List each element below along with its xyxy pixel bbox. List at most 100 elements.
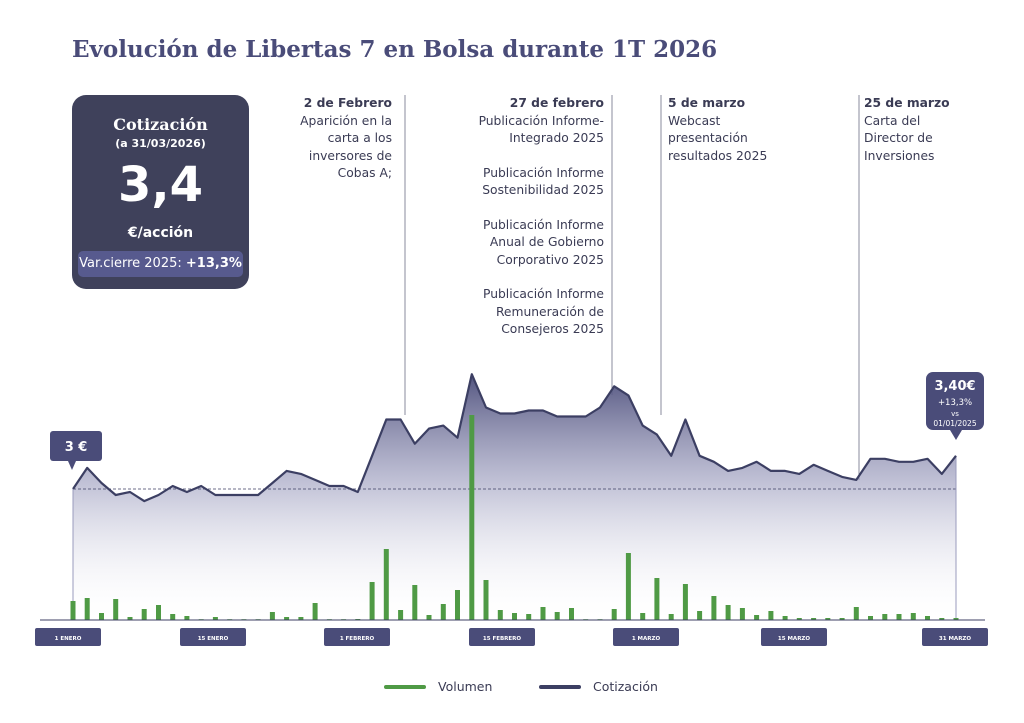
event-line: Corporativo 2025 bbox=[496, 252, 604, 267]
volume-bar bbox=[611, 609, 617, 620]
x-tick-label: 1 MARZO bbox=[632, 636, 661, 642]
volume-bar bbox=[796, 618, 802, 620]
volume-bar bbox=[170, 614, 176, 620]
event-date: 27 de febrero bbox=[509, 96, 604, 110]
volume-bar bbox=[141, 609, 147, 620]
start-price-label: 3 € bbox=[65, 440, 88, 455]
volume-bar bbox=[711, 596, 717, 620]
volume-bar bbox=[156, 605, 161, 620]
volume-bar bbox=[512, 613, 517, 620]
x-tick-label: 15 FEBRERO bbox=[483, 636, 522, 642]
x-tick-tag: 15 ENERO bbox=[180, 628, 246, 646]
legend-label-volumen: Volumen bbox=[438, 679, 493, 694]
x-tick-tag: 1 MARZO bbox=[613, 628, 679, 646]
volume-bar bbox=[84, 598, 90, 620]
volume-bar bbox=[284, 617, 290, 620]
volume-bar bbox=[99, 613, 104, 620]
event-line: Carta del bbox=[864, 113, 921, 128]
volume-bar bbox=[697, 611, 703, 620]
volume-bar bbox=[896, 614, 902, 620]
volume-bar bbox=[269, 612, 275, 620]
volume-bar bbox=[184, 616, 190, 620]
x-tick-tag: 15 FEBRERO bbox=[469, 628, 535, 646]
volume-bar bbox=[298, 617, 304, 620]
volume-bar bbox=[412, 585, 418, 620]
volume-bar bbox=[825, 618, 831, 620]
event-line: Publicación Informe bbox=[483, 217, 604, 232]
change-label: Var.cierre 2025: bbox=[79, 256, 182, 271]
volume-bar bbox=[113, 599, 119, 620]
quote-heading: Cotización bbox=[113, 115, 208, 134]
volume-bar bbox=[70, 601, 76, 620]
volume-bar bbox=[768, 611, 774, 620]
end-price-label: 3,40€ bbox=[934, 379, 975, 394]
event-date: 2 de Febrero bbox=[303, 96, 392, 110]
event-line: carta a los bbox=[327, 131, 392, 145]
event-27-febrero: 27 de febrero Publicación Informe- Integ… bbox=[479, 95, 604, 339]
volume-bar bbox=[426, 615, 432, 620]
volume-bar bbox=[811, 618, 817, 620]
volume-bar bbox=[754, 615, 760, 620]
price-area bbox=[73, 374, 956, 620]
volume-bar bbox=[469, 415, 475, 620]
quote-value: 3,4 bbox=[117, 157, 204, 213]
volume-bar bbox=[440, 604, 446, 620]
volume-bar bbox=[369, 582, 375, 620]
volume-bar bbox=[682, 584, 688, 620]
volume-bar bbox=[554, 612, 560, 620]
x-tick-label: 15 MARZO bbox=[778, 636, 811, 642]
event-date: 25 de marzo bbox=[864, 96, 950, 110]
legend-swatch-volumen bbox=[384, 684, 426, 689]
volume-bar bbox=[910, 613, 916, 620]
x-tick-label: 1 FEBRERO bbox=[340, 636, 375, 642]
event-line: Aparición en la bbox=[300, 113, 392, 128]
volume-bar bbox=[654, 578, 660, 620]
volume-bar bbox=[882, 614, 888, 620]
change-value: +13,3% bbox=[185, 256, 242, 271]
change-pill: Var.cierre 2025: +13,3% bbox=[78, 251, 243, 277]
legend-item-cotizacion: Cotización bbox=[539, 679, 658, 694]
legend-label-cotizacion: Cotización bbox=[593, 679, 658, 694]
event-5-marzo: 5 de marzo Webcast presentación resultad… bbox=[668, 95, 767, 165]
end-change-label: +13,3% bbox=[938, 398, 972, 408]
quote-date: (a 31/03/2026) bbox=[115, 137, 206, 150]
event-line: resultados 2025 bbox=[668, 148, 768, 163]
volume-bar bbox=[853, 607, 859, 620]
legend-item-volumen: Volumen bbox=[384, 679, 492, 694]
event-2-febrero: 2 de Febrero Aparición en la carta a los… bbox=[300, 95, 392, 183]
volume-bar bbox=[212, 617, 218, 620]
volume-bar bbox=[625, 553, 631, 620]
event-date: 5 de marzo bbox=[668, 96, 746, 110]
chart-title: Evolución de Libertas 7 en Bolsa durante… bbox=[72, 36, 718, 63]
event-line: Consejeros 2025 bbox=[501, 322, 604, 336]
volume-bar bbox=[398, 610, 404, 620]
volume-bar bbox=[739, 608, 745, 620]
volume-bar bbox=[939, 618, 945, 620]
event-line: Cobas A; bbox=[337, 166, 392, 180]
event-line: Anual de Gobierno bbox=[489, 235, 604, 249]
volume-bar bbox=[312, 603, 318, 620]
x-tick-tag: 15 MARZO bbox=[761, 628, 827, 646]
event-line: Inversiones bbox=[864, 148, 935, 163]
volume-bar bbox=[526, 614, 532, 620]
volume-bar bbox=[497, 610, 503, 620]
event-line: Sostenibilidad 2025 bbox=[482, 183, 604, 197]
event-line: Webcast bbox=[668, 113, 721, 128]
quote-card: Cotización (a 31/03/2026) 3,4 €/acción V… bbox=[72, 95, 249, 289]
x-tick-tag: 1 FEBRERO bbox=[324, 628, 390, 646]
event-line: Publicación Informe- bbox=[478, 113, 604, 128]
volume-bar bbox=[925, 616, 930, 620]
volume-bar bbox=[725, 605, 731, 620]
volume-bar bbox=[540, 607, 546, 620]
x-tick-label: 31 MARZO bbox=[939, 636, 972, 642]
volume-bar bbox=[383, 549, 389, 620]
event-line: presentación bbox=[668, 131, 748, 145]
end-date-label: 01/01/2025 bbox=[933, 419, 976, 428]
event-line: inversores de bbox=[308, 148, 392, 163]
volume-bar bbox=[127, 617, 133, 620]
volume-bar bbox=[839, 618, 845, 620]
volume-bar bbox=[455, 590, 460, 620]
start-price-callout: 3 € bbox=[50, 431, 102, 470]
event-line: Publicación Informe bbox=[483, 287, 604, 301]
